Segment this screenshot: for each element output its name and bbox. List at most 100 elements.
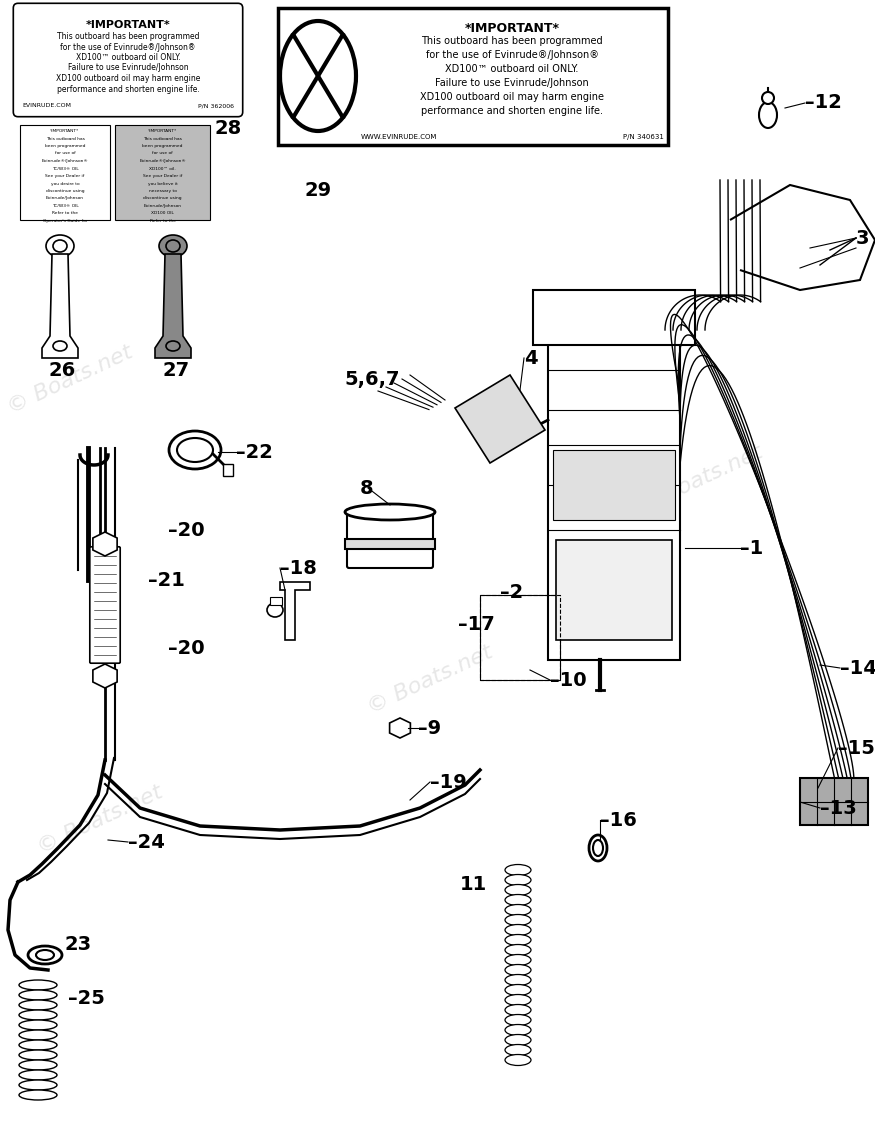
Text: TC/W3® OIL: TC/W3® OIL bbox=[52, 204, 79, 208]
Ellipse shape bbox=[36, 950, 54, 960]
Text: © Boats.net: © Boats.net bbox=[634, 442, 766, 517]
Ellipse shape bbox=[505, 934, 531, 946]
Ellipse shape bbox=[53, 341, 67, 350]
Text: performance and shorten engine life.: performance and shorten engine life. bbox=[57, 85, 200, 94]
Ellipse shape bbox=[505, 875, 531, 886]
Bar bbox=[223, 464, 233, 476]
Ellipse shape bbox=[19, 1061, 57, 1070]
Text: *IMPORTANT*: *IMPORTANT* bbox=[86, 20, 171, 30]
Bar bbox=[480, 595, 560, 680]
Text: XD100™ outboard oil ONLY.: XD100™ outboard oil ONLY. bbox=[445, 64, 578, 74]
Ellipse shape bbox=[505, 1045, 531, 1056]
Text: –2: –2 bbox=[500, 583, 523, 602]
Text: © Boats.net: © Boats.net bbox=[34, 782, 166, 858]
Text: 3: 3 bbox=[856, 229, 870, 248]
Text: –10: –10 bbox=[550, 671, 586, 690]
Text: 8: 8 bbox=[360, 479, 374, 497]
Ellipse shape bbox=[345, 504, 435, 520]
Ellipse shape bbox=[177, 438, 213, 462]
Text: XD100™ outboard oil ONLY.: XD100™ outboard oil ONLY. bbox=[75, 53, 180, 62]
Ellipse shape bbox=[759, 103, 777, 128]
Ellipse shape bbox=[505, 914, 531, 925]
Text: 23: 23 bbox=[65, 935, 92, 955]
Text: Operator's Guide for: Operator's Guide for bbox=[43, 219, 88, 223]
Text: XD100 outboard oil may harm engine: XD100 outboard oil may harm engine bbox=[56, 74, 200, 83]
Text: This outboard has been programmed: This outboard has been programmed bbox=[57, 32, 200, 41]
Text: discontinue using: discontinue using bbox=[144, 196, 182, 201]
Polygon shape bbox=[42, 254, 78, 358]
Bar bbox=[20, 125, 110, 220]
Text: Failure to use Evinrude/Johnson: Failure to use Evinrude/Johnson bbox=[435, 78, 589, 88]
Text: Failure to use Evinrude/Johnson: Failure to use Evinrude/Johnson bbox=[67, 63, 188, 72]
Text: This outboard has: This outboard has bbox=[46, 136, 84, 141]
Bar bbox=[278, 8, 668, 145]
Ellipse shape bbox=[19, 1080, 57, 1090]
Text: XD100 OIL: XD100 OIL bbox=[151, 212, 174, 215]
Polygon shape bbox=[455, 375, 545, 463]
Ellipse shape bbox=[19, 1030, 57, 1040]
Text: –20: –20 bbox=[168, 521, 205, 540]
Bar bbox=[800, 778, 868, 825]
Text: –25: –25 bbox=[68, 988, 105, 1008]
Ellipse shape bbox=[762, 92, 774, 104]
Bar bbox=[533, 290, 695, 345]
Bar bbox=[270, 597, 282, 605]
Text: necessary to: necessary to bbox=[149, 189, 177, 193]
Bar bbox=[556, 540, 672, 640]
FancyBboxPatch shape bbox=[13, 3, 242, 117]
Text: –12: –12 bbox=[805, 94, 842, 113]
Text: Evinrude/Johnson: Evinrude/Johnson bbox=[46, 196, 84, 201]
Ellipse shape bbox=[505, 965, 531, 976]
Bar bbox=[345, 539, 435, 549]
Text: been programmed: been programmed bbox=[45, 144, 85, 148]
Bar bbox=[115, 125, 210, 220]
Polygon shape bbox=[389, 718, 410, 738]
Text: you believe it: you believe it bbox=[148, 181, 178, 186]
Text: 11: 11 bbox=[460, 876, 487, 895]
Text: Evinrude®/Johnson®: Evinrude®/Johnson® bbox=[42, 159, 88, 163]
Text: discontinue using: discontinue using bbox=[46, 189, 84, 193]
Text: XD100 outboard oil may harm engine: XD100 outboard oil may harm engine bbox=[420, 92, 604, 103]
Text: performance and shorten engine life.: performance and shorten engine life. bbox=[421, 106, 603, 116]
Ellipse shape bbox=[505, 985, 531, 995]
Text: 26: 26 bbox=[48, 361, 75, 380]
Ellipse shape bbox=[505, 895, 531, 905]
Polygon shape bbox=[155, 254, 191, 358]
Text: –24: –24 bbox=[128, 833, 164, 852]
Ellipse shape bbox=[280, 21, 356, 131]
Ellipse shape bbox=[589, 835, 607, 861]
Polygon shape bbox=[93, 664, 117, 687]
Bar bbox=[548, 330, 680, 660]
Ellipse shape bbox=[166, 240, 180, 252]
Ellipse shape bbox=[505, 1035, 531, 1046]
Ellipse shape bbox=[505, 975, 531, 985]
Text: *IMPORTANT*: *IMPORTANT* bbox=[465, 23, 559, 35]
Text: 5,6,7: 5,6,7 bbox=[344, 371, 400, 390]
Text: EVINRUDE.COM: EVINRUDE.COM bbox=[22, 103, 71, 108]
Text: See your Dealer if: See your Dealer if bbox=[143, 174, 182, 178]
Text: –19: –19 bbox=[430, 772, 466, 791]
Text: 29: 29 bbox=[305, 180, 332, 199]
Text: *IMPORTANT*: *IMPORTANT* bbox=[51, 128, 80, 133]
Ellipse shape bbox=[19, 1010, 57, 1020]
Ellipse shape bbox=[505, 1024, 531, 1036]
Ellipse shape bbox=[593, 840, 603, 857]
Ellipse shape bbox=[46, 236, 74, 257]
Text: TC/W3® OIL: TC/W3® OIL bbox=[52, 167, 79, 170]
Ellipse shape bbox=[19, 1070, 57, 1080]
Text: for use of: for use of bbox=[54, 151, 75, 156]
Text: –20: –20 bbox=[168, 639, 205, 657]
Ellipse shape bbox=[505, 1055, 531, 1065]
Text: *IMPORTANT*: *IMPORTANT* bbox=[148, 128, 177, 133]
Text: WWW.EVINRUDE.COM: WWW.EVINRUDE.COM bbox=[361, 134, 438, 140]
Ellipse shape bbox=[19, 1050, 57, 1061]
FancyBboxPatch shape bbox=[347, 511, 433, 568]
Ellipse shape bbox=[267, 603, 283, 616]
Text: 27: 27 bbox=[162, 361, 189, 380]
Text: –14: –14 bbox=[840, 658, 875, 677]
Ellipse shape bbox=[505, 924, 531, 935]
Text: Evinrude®/Johnson®: Evinrude®/Johnson® bbox=[139, 159, 186, 163]
Text: been programmed: been programmed bbox=[143, 144, 183, 148]
Text: 4: 4 bbox=[524, 348, 537, 367]
Text: Refer to the: Refer to the bbox=[52, 212, 78, 215]
